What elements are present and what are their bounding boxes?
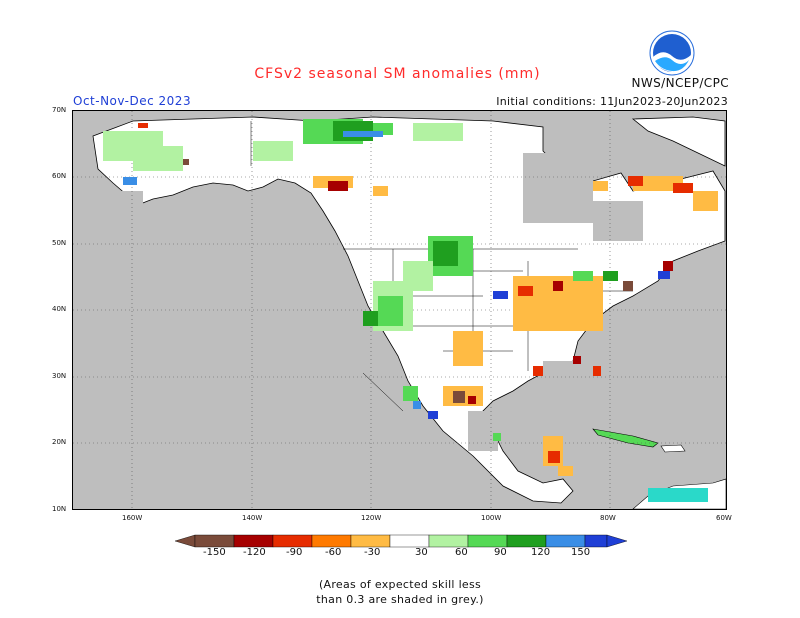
legend-tick: -60 bbox=[325, 547, 342, 558]
hispaniola-island bbox=[660, 444, 686, 453]
skill-footnote: (Areas of expected skill less than 0.3 a… bbox=[0, 577, 800, 607]
lat-label: 60N bbox=[52, 172, 67, 180]
lat-label: 10N bbox=[52, 505, 67, 513]
lat-label: 70N bbox=[52, 106, 67, 114]
legend-tick: 30 bbox=[415, 547, 428, 558]
legend-tick: -150 bbox=[203, 547, 226, 558]
legend-tick: -30 bbox=[364, 547, 381, 558]
lat-label: 20N bbox=[52, 438, 67, 446]
footnote-line-1: (Areas of expected skill less bbox=[318, 578, 482, 591]
legend-bin bbox=[233, 534, 274, 548]
initial-conditions-label: Initial conditions: 11Jun2023-20Jun2023 bbox=[496, 95, 728, 108]
map-frame bbox=[72, 110, 727, 510]
lat-label: 30N bbox=[52, 372, 67, 380]
anomaly-patches bbox=[103, 119, 718, 476]
lon-label: 60W bbox=[716, 514, 732, 522]
legend-bin bbox=[545, 534, 586, 548]
legend-bin bbox=[272, 534, 313, 548]
legend-bin bbox=[428, 534, 469, 548]
low-skill-grey bbox=[113, 153, 643, 451]
legend-tick: 150 bbox=[571, 547, 591, 558]
agency-label: NWS/NCEP/CPC bbox=[631, 76, 729, 90]
legend-bin bbox=[175, 534, 196, 548]
legend-bin bbox=[311, 534, 352, 548]
legend-tick: 90 bbox=[494, 547, 507, 558]
graticule bbox=[73, 111, 726, 509]
map-title: CFSv2 seasonal SM anomalies (mm) bbox=[254, 66, 541, 82]
legend-bin bbox=[584, 534, 608, 548]
noaa-logo-icon bbox=[649, 30, 695, 76]
color-legend bbox=[175, 534, 627, 548]
lat-label: 40N bbox=[52, 305, 67, 313]
legend-bin bbox=[606, 534, 627, 548]
cuba-island bbox=[592, 428, 659, 448]
soil-moisture-map bbox=[73, 111, 727, 510]
legend-tick: -90 bbox=[286, 547, 303, 558]
legend-bin bbox=[467, 534, 508, 548]
lon-label: 140W bbox=[242, 514, 263, 522]
lon-label: 160W bbox=[122, 514, 143, 522]
legend-bin bbox=[350, 534, 391, 548]
legend-bin bbox=[194, 534, 235, 548]
legend-tick: 120 bbox=[531, 547, 551, 558]
lon-label: 100W bbox=[481, 514, 502, 522]
footnote-line-2: than 0.3 are shaded in grey.) bbox=[316, 593, 484, 606]
legend-bin bbox=[389, 534, 430, 548]
legend-bin bbox=[506, 534, 547, 548]
lon-label: 80W bbox=[600, 514, 616, 522]
legend-tick: 60 bbox=[455, 547, 468, 558]
greenland-land bbox=[631, 116, 726, 167]
legend-tick: -120 bbox=[243, 547, 266, 558]
season-label: Oct-Nov-Dec 2023 bbox=[73, 94, 192, 108]
lon-label: 120W bbox=[361, 514, 382, 522]
lat-label: 50N bbox=[52, 239, 67, 247]
